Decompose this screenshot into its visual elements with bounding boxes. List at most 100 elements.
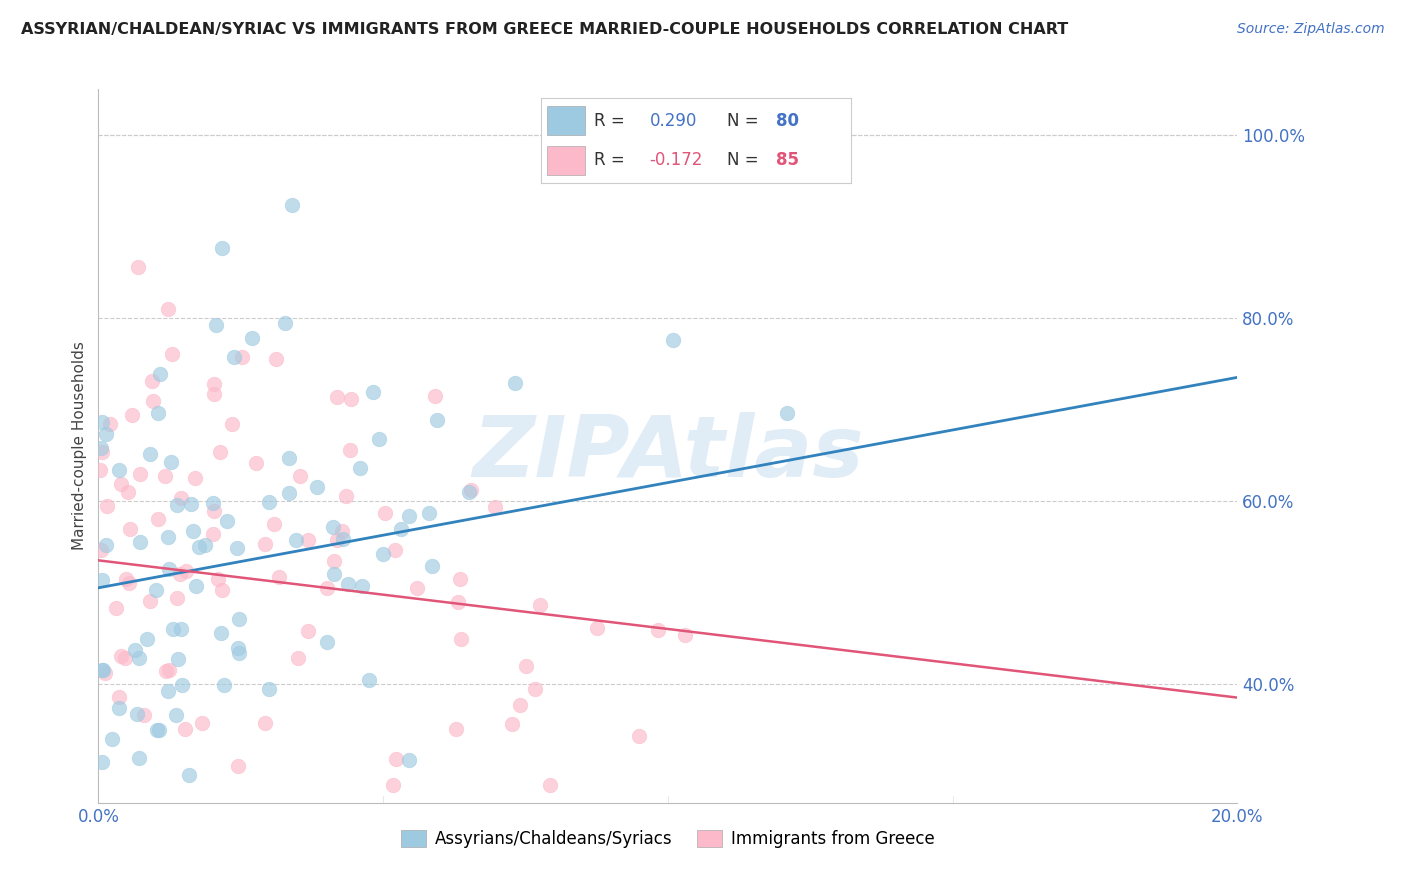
Point bbox=[110, 649, 132, 664]
Point bbox=[170, 622, 193, 636]
Point bbox=[159, 562, 181, 576]
Point bbox=[447, 595, 470, 609]
Point bbox=[382, 777, 405, 791]
Point bbox=[90, 542, 112, 557]
Point bbox=[322, 554, 344, 568]
Point bbox=[194, 538, 217, 552]
Point bbox=[94, 538, 117, 552]
Point bbox=[181, 524, 204, 539]
Point bbox=[96, 499, 118, 513]
Text: N =: N = bbox=[727, 112, 763, 129]
Point bbox=[389, 522, 412, 536]
Point bbox=[90, 441, 112, 455]
Point bbox=[202, 387, 225, 401]
Text: 0.290: 0.290 bbox=[650, 112, 697, 129]
Point bbox=[257, 681, 280, 696]
Point bbox=[367, 432, 389, 446]
Point bbox=[444, 722, 467, 736]
Point bbox=[450, 632, 472, 646]
Point bbox=[287, 650, 309, 665]
Text: 80: 80 bbox=[776, 112, 800, 129]
Point bbox=[673, 628, 696, 642]
Point bbox=[209, 626, 232, 640]
Point bbox=[121, 408, 143, 422]
Point bbox=[231, 350, 253, 364]
Point bbox=[148, 723, 170, 737]
Point bbox=[89, 463, 111, 477]
Point bbox=[263, 517, 285, 532]
Point bbox=[91, 573, 114, 587]
Point bbox=[228, 612, 250, 626]
Point bbox=[202, 496, 225, 510]
Point bbox=[278, 486, 301, 500]
Point bbox=[426, 413, 449, 427]
Point bbox=[174, 722, 197, 736]
Point bbox=[340, 392, 363, 406]
Point bbox=[661, 333, 683, 347]
Point bbox=[94, 665, 117, 680]
Text: -0.172: -0.172 bbox=[650, 152, 703, 169]
Point bbox=[157, 684, 180, 698]
Point bbox=[184, 578, 207, 592]
Point bbox=[209, 445, 232, 459]
Point bbox=[105, 600, 128, 615]
Point bbox=[167, 652, 190, 666]
Point bbox=[277, 451, 299, 466]
Point bbox=[422, 559, 444, 574]
Point bbox=[91, 663, 114, 677]
Point bbox=[115, 572, 138, 586]
Point bbox=[110, 476, 132, 491]
Point bbox=[165, 707, 187, 722]
Point bbox=[307, 480, 329, 494]
FancyBboxPatch shape bbox=[547, 145, 585, 175]
Point bbox=[647, 623, 669, 637]
Point bbox=[207, 572, 229, 586]
Point bbox=[145, 582, 167, 597]
Point bbox=[776, 406, 799, 420]
Point bbox=[254, 537, 277, 551]
Point bbox=[363, 384, 385, 399]
Point bbox=[202, 526, 225, 541]
Point bbox=[93, 663, 115, 677]
Y-axis label: Married-couple Households: Married-couple Households bbox=[72, 342, 87, 550]
Point bbox=[242, 331, 264, 345]
Point bbox=[226, 541, 249, 556]
Point bbox=[166, 498, 188, 512]
Point bbox=[332, 533, 354, 547]
Point bbox=[166, 591, 188, 606]
Point bbox=[180, 496, 202, 510]
Point bbox=[90, 444, 112, 458]
Point bbox=[114, 651, 136, 665]
Point bbox=[269, 570, 291, 584]
Point bbox=[146, 406, 169, 420]
Point bbox=[484, 500, 506, 514]
Point bbox=[141, 374, 163, 388]
Point bbox=[157, 302, 180, 317]
Point bbox=[148, 368, 170, 382]
Point bbox=[449, 572, 471, 586]
Point bbox=[117, 485, 139, 500]
Text: 85: 85 bbox=[776, 152, 800, 169]
Point bbox=[316, 635, 339, 649]
Point bbox=[335, 489, 357, 503]
Point bbox=[107, 701, 129, 715]
Text: R =: R = bbox=[593, 152, 630, 169]
Point bbox=[228, 646, 250, 660]
Point bbox=[221, 417, 243, 432]
Point bbox=[406, 581, 429, 595]
Point bbox=[398, 508, 420, 523]
Point bbox=[139, 594, 162, 608]
Text: ZIPAtlas: ZIPAtlas bbox=[472, 411, 863, 495]
Point bbox=[108, 690, 131, 704]
Point bbox=[169, 567, 191, 582]
Point bbox=[124, 643, 146, 657]
Text: ASSYRIAN/CHALDEAN/SYRIAC VS IMMIGRANTS FROM GREECE MARRIED-COUPLE HOUSEHOLDS COR: ASSYRIAN/CHALDEAN/SYRIAC VS IMMIGRANTS F… bbox=[21, 22, 1069, 37]
Point bbox=[170, 491, 193, 505]
Point bbox=[322, 567, 344, 582]
Point bbox=[349, 460, 371, 475]
Point bbox=[423, 389, 446, 403]
Point bbox=[285, 533, 308, 548]
Point bbox=[139, 447, 162, 461]
Point bbox=[187, 540, 209, 554]
Text: R =: R = bbox=[593, 112, 630, 129]
